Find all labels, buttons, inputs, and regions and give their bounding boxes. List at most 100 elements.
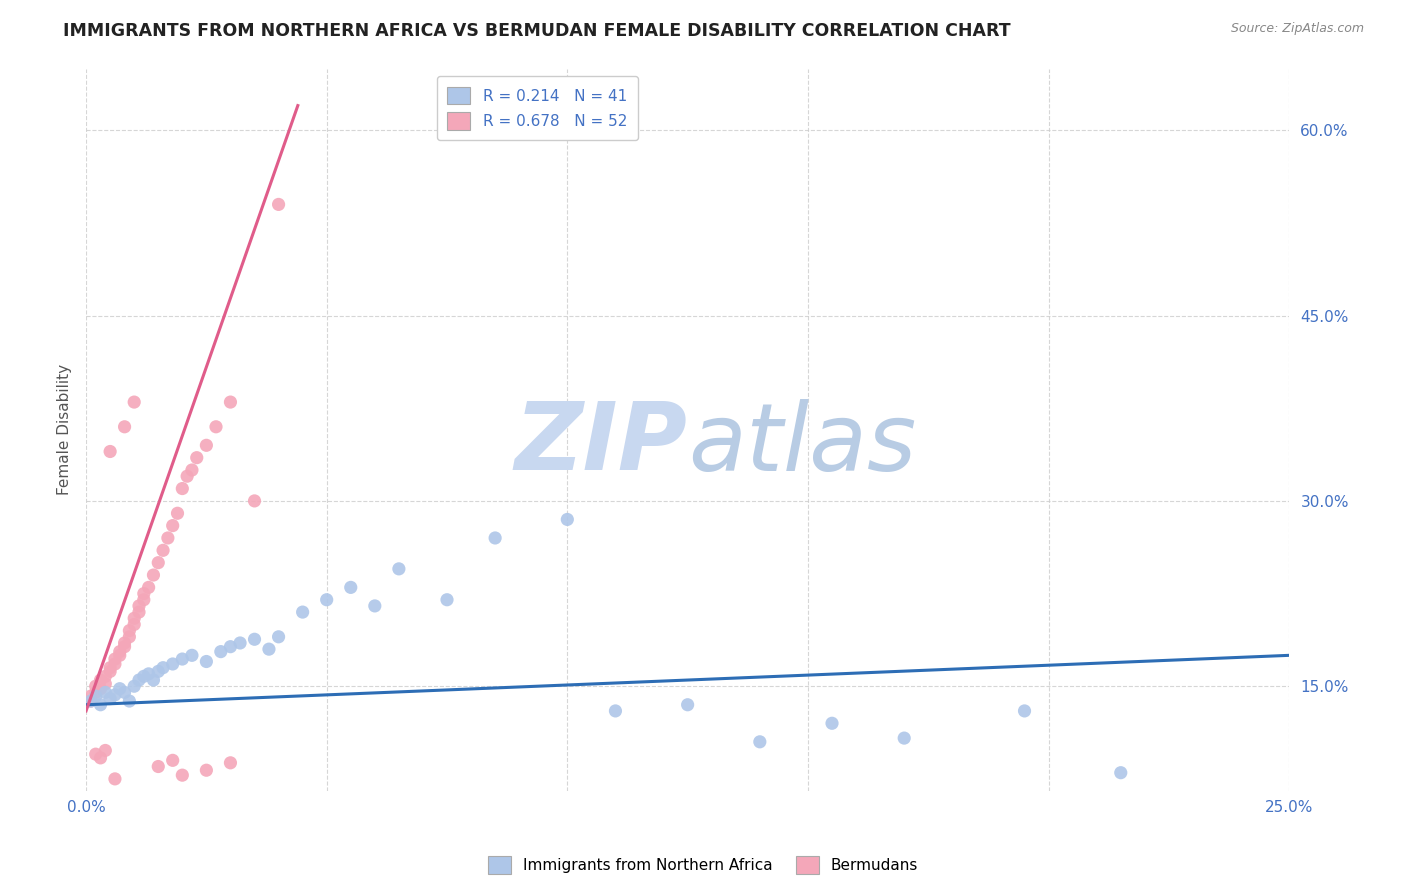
- Point: [114, 640, 136, 654]
- Point: [128, 605, 150, 619]
- Text: ZIP: ZIP: [515, 399, 688, 491]
- Point: [229, 636, 252, 650]
- Point: [209, 645, 232, 659]
- Point: [152, 661, 174, 675]
- Point: [156, 531, 179, 545]
- Point: [104, 657, 127, 671]
- Point: [122, 611, 145, 625]
- Point: [388, 562, 411, 576]
- Point: [94, 743, 117, 757]
- Point: [94, 669, 117, 683]
- Point: [148, 556, 170, 570]
- Point: [181, 463, 204, 477]
- Point: [195, 655, 218, 669]
- Point: [138, 581, 160, 595]
- Point: [89, 681, 111, 696]
- Point: [484, 531, 506, 545]
- Point: [94, 677, 117, 691]
- Point: [257, 642, 280, 657]
- Point: [114, 636, 136, 650]
- Point: [162, 518, 184, 533]
- Text: IMMIGRANTS FROM NORTHERN AFRICA VS BERMUDAN FEMALE DISABILITY CORRELATION CHART: IMMIGRANTS FROM NORTHERN AFRICA VS BERMU…: [63, 22, 1011, 40]
- Point: [243, 494, 266, 508]
- Point: [142, 673, 165, 687]
- Point: [84, 689, 107, 703]
- Point: [267, 197, 290, 211]
- Point: [339, 581, 361, 595]
- Point: [152, 543, 174, 558]
- Point: [186, 450, 208, 465]
- Point: [104, 652, 127, 666]
- Point: [219, 640, 242, 654]
- Point: [98, 661, 121, 675]
- Point: [114, 685, 136, 699]
- Point: [114, 419, 136, 434]
- Point: [84, 685, 107, 699]
- Point: [291, 605, 314, 619]
- Point: [557, 512, 579, 526]
- Point: [172, 482, 194, 496]
- Point: [122, 395, 145, 409]
- Legend: Immigrants from Northern Africa, Bermudans: Immigrants from Northern Africa, Bermuda…: [482, 850, 924, 880]
- Point: [98, 665, 121, 679]
- Point: [181, 648, 204, 663]
- Point: [605, 704, 627, 718]
- Point: [748, 735, 770, 749]
- Point: [122, 617, 145, 632]
- Point: [108, 648, 131, 663]
- Point: [1014, 704, 1036, 718]
- Point: [195, 763, 218, 777]
- Point: [148, 665, 170, 679]
- Y-axis label: Female Disability: Female Disability: [58, 364, 72, 495]
- Point: [84, 679, 107, 693]
- Point: [132, 586, 155, 600]
- Point: [132, 669, 155, 683]
- Point: [128, 599, 150, 613]
- Text: Source: ZipAtlas.com: Source: ZipAtlas.com: [1230, 22, 1364, 36]
- Point: [821, 716, 844, 731]
- Point: [98, 691, 121, 706]
- Point: [89, 751, 111, 765]
- Point: [267, 630, 290, 644]
- Point: [104, 688, 127, 702]
- Point: [104, 772, 127, 786]
- Point: [94, 685, 117, 699]
- Point: [205, 419, 228, 434]
- Point: [162, 753, 184, 767]
- Point: [118, 624, 141, 638]
- Point: [315, 592, 337, 607]
- Point: [1109, 765, 1132, 780]
- Point: [138, 666, 160, 681]
- Point: [89, 698, 111, 712]
- Point: [108, 681, 131, 696]
- Point: [80, 689, 103, 703]
- Point: [893, 731, 915, 745]
- Point: [195, 438, 218, 452]
- Point: [108, 645, 131, 659]
- Legend: R = 0.214   N = 41, R = 0.678   N = 52: R = 0.214 N = 41, R = 0.678 N = 52: [437, 76, 638, 140]
- Point: [118, 694, 141, 708]
- Point: [364, 599, 387, 613]
- Point: [243, 632, 266, 647]
- Point: [148, 759, 170, 773]
- Point: [176, 469, 198, 483]
- Point: [162, 657, 184, 671]
- Point: [128, 673, 150, 687]
- Point: [132, 592, 155, 607]
- Point: [89, 673, 111, 687]
- Point: [676, 698, 699, 712]
- Text: atlas: atlas: [688, 399, 915, 490]
- Point: [172, 652, 194, 666]
- Point: [84, 747, 107, 761]
- Point: [219, 756, 242, 770]
- Point: [142, 568, 165, 582]
- Point: [122, 679, 145, 693]
- Point: [219, 395, 242, 409]
- Point: [98, 444, 121, 458]
- Point: [118, 630, 141, 644]
- Point: [80, 694, 103, 708]
- Point: [172, 768, 194, 782]
- Point: [166, 506, 188, 520]
- Point: [80, 694, 103, 708]
- Point: [436, 592, 458, 607]
